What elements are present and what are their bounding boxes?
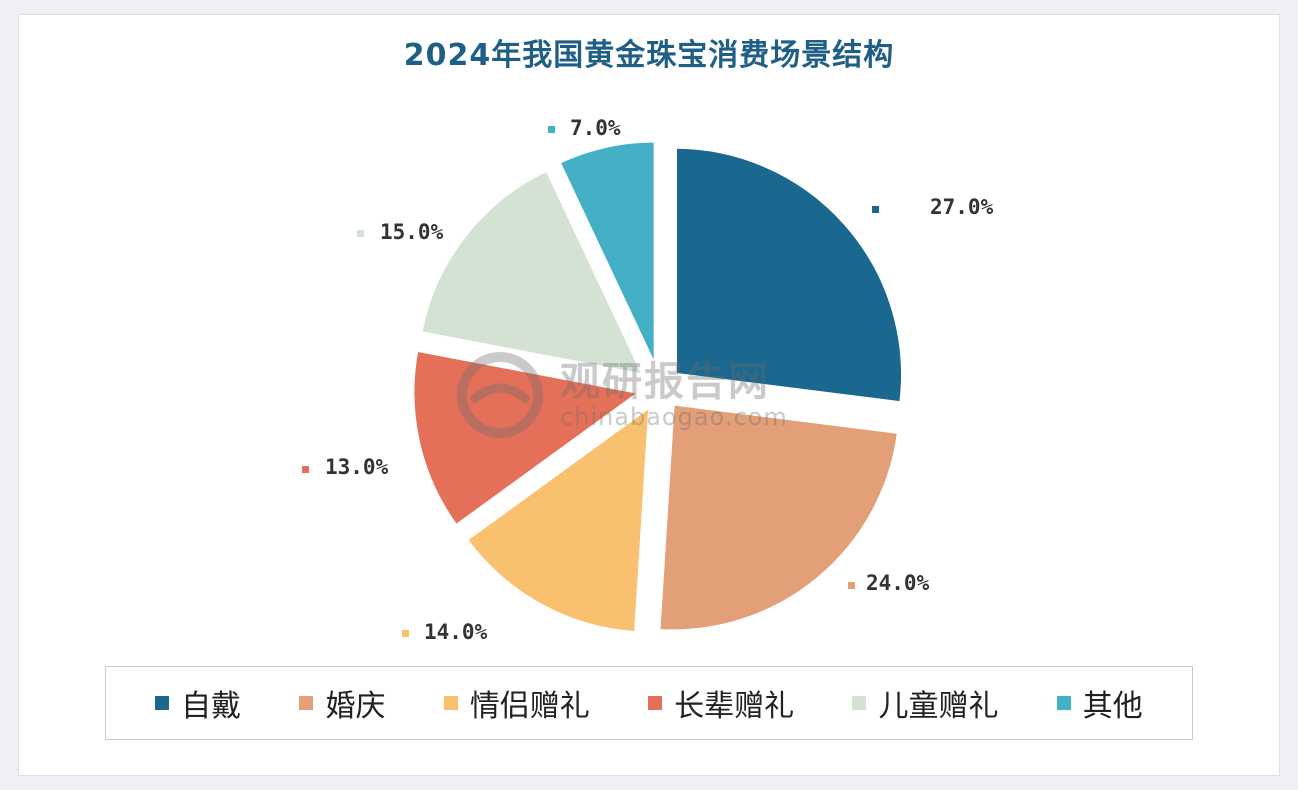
data-label-marker — [302, 466, 309, 473]
data-label-marker — [848, 582, 855, 589]
legend-label: 情侣赠礼 — [469, 689, 590, 724]
legend-item-couple-gift: 情侣赠礼 — [443, 681, 590, 725]
slice-couple-gift — [463, 401, 653, 636]
label-other: 7.0% — [570, 116, 621, 140]
label-wedding: 24.0% — [866, 571, 930, 595]
legend-swatch — [852, 696, 867, 710]
data-label-marker — [357, 230, 364, 237]
legend-label: 婚庆 — [325, 689, 386, 724]
slice-wedding — [656, 401, 902, 634]
legend-item-wedding: 婚庆 — [299, 681, 385, 725]
data-label-marker — [402, 630, 409, 637]
legend: 自戴 婚庆 情侣赠礼 长辈赠礼 儿童赠礼 其他 — [105, 666, 1193, 740]
label-couple-gift: 14.0% — [424, 620, 488, 644]
legend-item-elder-gift: 长辈赠礼 — [648, 681, 794, 725]
label-child-gift: 15.0% — [380, 220, 444, 244]
legend-item-child-gift: 儿童赠礼 — [852, 681, 998, 725]
legend-swatch — [299, 696, 314, 710]
legend-swatch — [443, 696, 458, 710]
slice-child-gift — [417, 166, 648, 379]
legend-label: 儿童赠礼 — [878, 689, 999, 724]
chart-title: 2024年我国黄金珠宝消费场景结构 — [403, 38, 895, 73]
legend-swatch — [1056, 696, 1071, 710]
data-label-marker — [872, 206, 879, 213]
label-self-wear: 27.0% — [930, 195, 994, 219]
legend-label: 长辈赠礼 — [674, 689, 795, 724]
legend-swatch — [648, 696, 663, 710]
legend-swatch — [155, 696, 170, 710]
slice-other — [555, 138, 658, 370]
legend-item-self-wear: 自戴 — [155, 681, 241, 725]
slice-self-wear — [673, 144, 905, 406]
legend-label: 其他 — [1082, 689, 1143, 724]
legend-item-other: 其他 — [1056, 681, 1143, 725]
slice-elder-gift — [410, 347, 646, 530]
legend-label: 自戴 — [181, 689, 242, 724]
label-elder-gift: 13.0% — [325, 455, 389, 479]
data-label-marker — [548, 126, 555, 133]
